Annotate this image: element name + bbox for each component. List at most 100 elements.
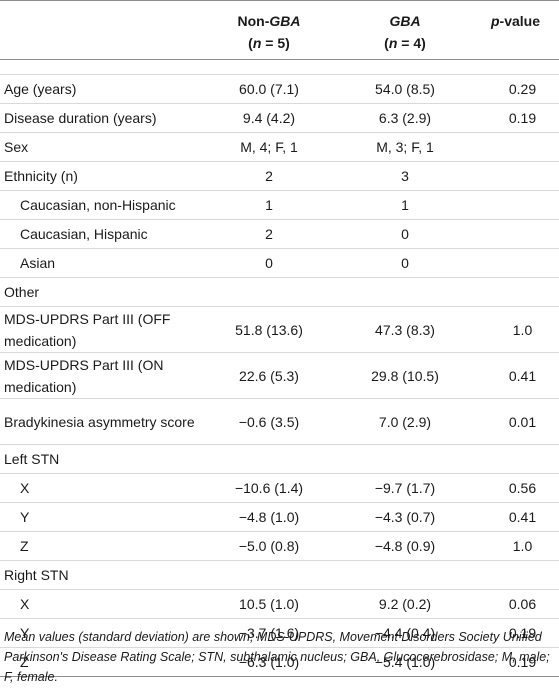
p-value: 0.19	[472, 618, 559, 648]
row-label: Y	[0, 618, 200, 648]
gba-value	[338, 560, 472, 590]
header-label-column	[0, 0, 200, 60]
non-gba-value: −3.7 (1.6)	[200, 618, 338, 648]
p-value: 0.06	[472, 589, 559, 619]
table-spacer-row	[0, 59, 559, 75]
non-gba-value: −4.8 (1.0)	[200, 502, 338, 532]
row-label: Disease duration (years)	[0, 103, 200, 133]
table-row: Sex M, 4; F, 1 M, 3; F, 1	[0, 132, 559, 162]
row-label: X	[0, 589, 200, 619]
non-gba-value	[200, 560, 338, 590]
non-gba-value: −0.6 (3.5)	[200, 398, 338, 445]
row-label: Sex	[0, 132, 200, 162]
table-row: Z −6.3 (1.0) −5.4 (1.0) 0.19	[0, 647, 559, 677]
table-row: Caucasian, Hispanic 2 0	[0, 219, 559, 249]
table-row: Caucasian, non-Hispanic 1 1	[0, 190, 559, 220]
row-label: Age (years)	[0, 74, 200, 104]
table-row: Z −5.0 (0.8) −4.8 (0.9) 1.0	[0, 531, 559, 561]
gba-value: 7.0 (2.9)	[338, 398, 472, 445]
row-label: X	[0, 473, 200, 503]
demographics-table: Non-GBA (n = 5) GBA (n = 4) p-value Age …	[0, 0, 559, 677]
p-value: 1.0	[472, 531, 559, 561]
non-gba-value: 2	[200, 219, 338, 249]
non-gba-value: 1	[200, 190, 338, 220]
demographics-table-container: Non-GBA (n = 5) GBA (n = 4) p-value Age …	[0, 0, 559, 677]
p-value: 0.29	[472, 74, 559, 104]
non-gba-value: 9.4 (4.2)	[200, 103, 338, 133]
p-value	[472, 132, 559, 162]
gba-value: 0	[338, 219, 472, 249]
row-label: Caucasian, Hispanic	[0, 219, 200, 249]
non-gba-value: 60.0 (7.1)	[200, 74, 338, 104]
row-label: Y	[0, 502, 200, 532]
non-gba-value: 0	[200, 248, 338, 278]
table-row: MDS-UPDRS Part III (ON medication) 22.6 …	[0, 352, 559, 399]
table-header-row: Non-GBA (n = 5) GBA (n = 4) p-value	[0, 0, 559, 60]
row-label: Left STN	[0, 444, 200, 474]
p-value	[472, 277, 559, 307]
header-gba-label: GBA	[389, 13, 421, 29]
gba-value	[338, 277, 472, 307]
p-value	[472, 444, 559, 474]
table-row: Asian 0 0	[0, 248, 559, 278]
table-row: Age (years) 60.0 (7.1) 54.0 (8.5) 0.29	[0, 74, 559, 104]
header-non-gba-prefix: Non-	[237, 13, 270, 29]
table-row: Y −4.8 (1.0) −4.3 (0.7) 0.41	[0, 502, 559, 532]
gba-value: 6.3 (2.9)	[338, 103, 472, 133]
p-value: 0.41	[472, 502, 559, 532]
header-gba: GBA (n = 4)	[338, 0, 472, 60]
gba-value: M, 3; F, 1	[338, 132, 472, 162]
header-p-rest: -value	[499, 13, 541, 29]
non-gba-value: −6.3 (1.0)	[200, 647, 338, 677]
row-label: Other	[0, 277, 200, 307]
table-footnote: Mean values (standard deviation) are sho…	[4, 630, 550, 684]
gba-value: −4.8 (0.9)	[338, 531, 472, 561]
gba-value: −5.4 (1.0)	[338, 647, 472, 677]
gba-value	[338, 444, 472, 474]
p-value: 0.19	[472, 103, 559, 133]
non-gba-value: 2	[200, 161, 338, 191]
non-gba-value: −5.0 (0.8)	[200, 531, 338, 561]
p-value	[472, 190, 559, 220]
gba-value: 1	[338, 190, 472, 220]
non-gba-value: 22.6 (5.3)	[200, 352, 338, 399]
p-value: 0.56	[472, 473, 559, 503]
gba-value: 3	[338, 161, 472, 191]
non-gba-value	[200, 277, 338, 307]
gba-value: 54.0 (8.5)	[338, 74, 472, 104]
p-value: 0.19	[472, 647, 559, 677]
non-gba-value: 51.8 (13.6)	[200, 306, 338, 353]
row-label: MDS-UPDRS Part III (OFF medication)	[0, 306, 200, 353]
row-label: Caucasian, non-Hispanic	[0, 190, 200, 220]
header-non-gba-n: (n = 5)	[248, 35, 290, 51]
table-row: Right STN	[0, 560, 559, 590]
row-label: Z	[0, 531, 200, 561]
p-value	[472, 560, 559, 590]
header-p-value: p-value	[472, 0, 559, 60]
table-row: Left STN	[0, 444, 559, 474]
table-row: X −10.6 (1.4) −9.7 (1.7) 0.56	[0, 473, 559, 503]
table-row: X 10.5 (1.0) 9.2 (0.2) 0.06	[0, 589, 559, 619]
table-row: Bradykinesia asymmetry score −0.6 (3.5) …	[0, 398, 559, 445]
table-row: Y −3.7 (1.6) −4.4 (0.4) 0.19	[0, 618, 559, 648]
row-label: Z	[0, 647, 200, 677]
p-value	[472, 248, 559, 278]
table-row: Disease duration (years) 9.4 (4.2) 6.3 (…	[0, 103, 559, 133]
gba-value: 47.3 (8.3)	[338, 306, 472, 353]
row-label: Bradykinesia asymmetry score	[0, 398, 200, 445]
table-row: Other	[0, 277, 559, 307]
p-value	[472, 219, 559, 249]
gba-value: −4.4 (0.4)	[338, 618, 472, 648]
p-value	[472, 161, 559, 191]
gba-value: −9.7 (1.7)	[338, 473, 472, 503]
row-label: MDS-UPDRS Part III (ON medication)	[0, 352, 200, 399]
non-gba-value: M, 4; F, 1	[200, 132, 338, 162]
row-label: Ethnicity (n)	[0, 161, 200, 191]
table-row: MDS-UPDRS Part III (OFF medication) 51.8…	[0, 306, 559, 353]
non-gba-value: −10.6 (1.4)	[200, 473, 338, 503]
non-gba-value	[200, 444, 338, 474]
table-row: Ethnicity (n) 2 3	[0, 161, 559, 191]
header-non-gba-italic: GBA	[269, 13, 301, 29]
p-value: 1.0	[472, 306, 559, 353]
gba-value: 29.8 (10.5)	[338, 352, 472, 399]
